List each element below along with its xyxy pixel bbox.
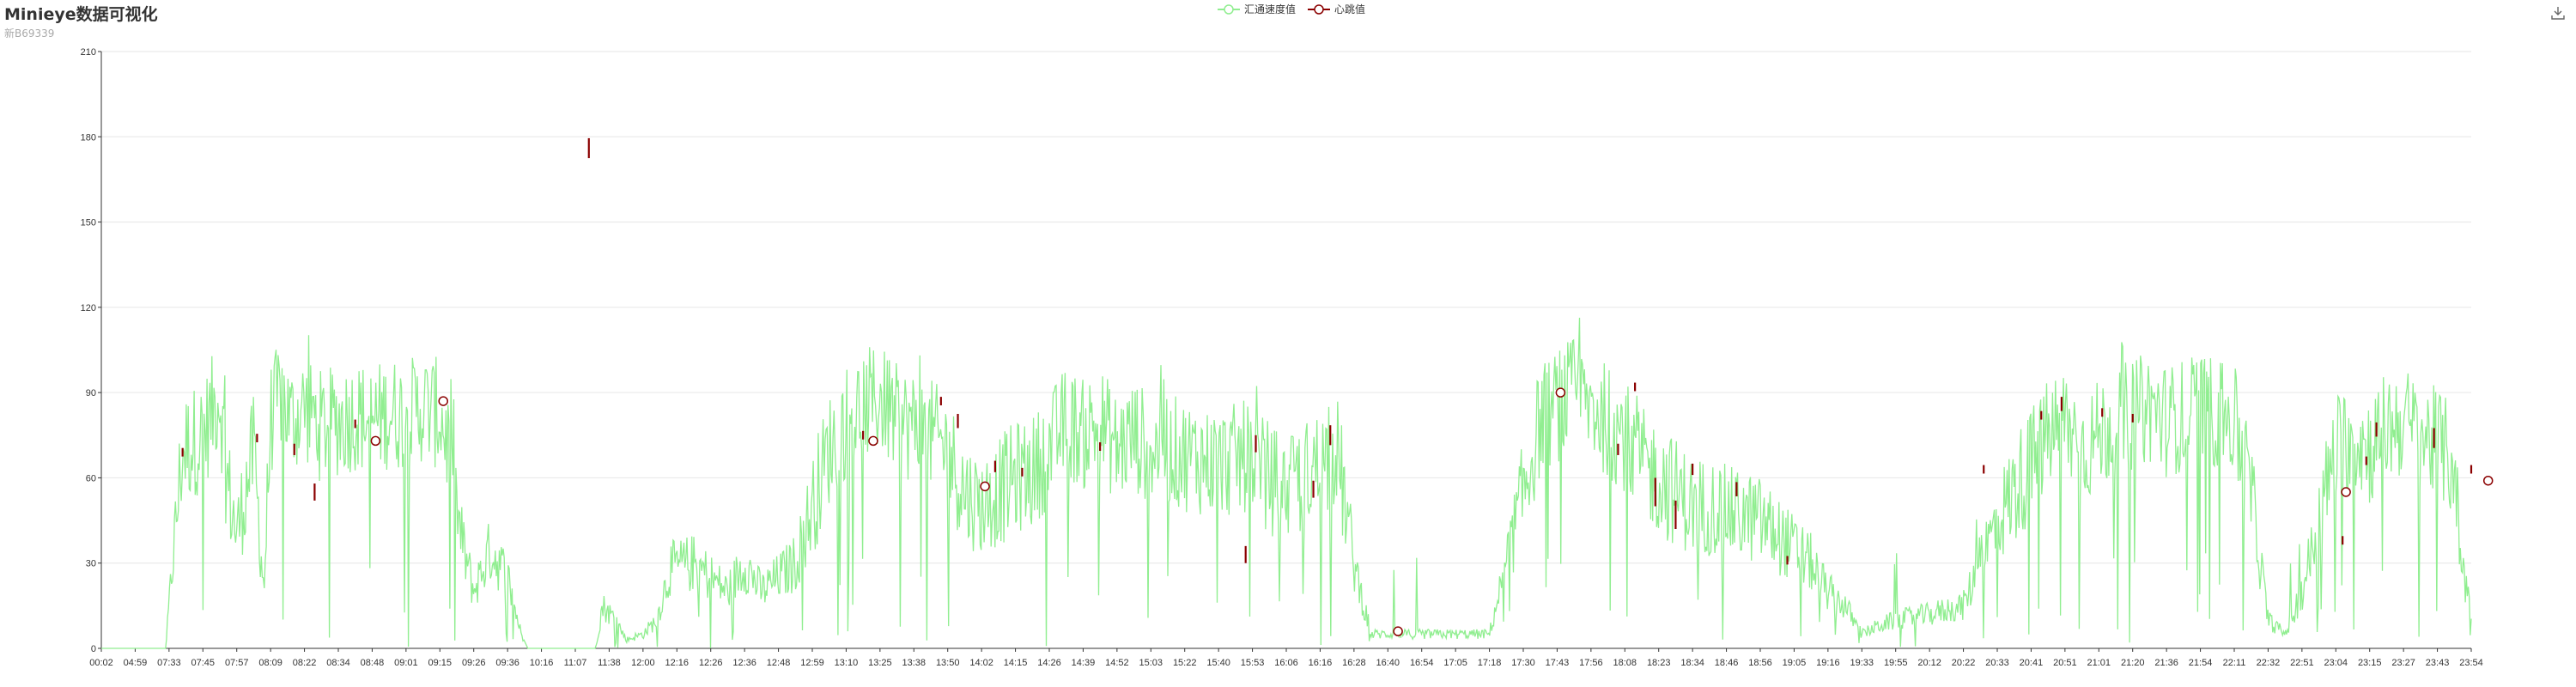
x-tick-label: 13:25	[868, 658, 892, 668]
x-tick-label: 21:36	[2154, 658, 2178, 668]
y-tick-label: 210	[81, 47, 96, 58]
y-tick-label: 30	[86, 559, 96, 569]
x-tick-label: 12:00	[631, 658, 655, 668]
x-tick-label: 19:05	[1783, 658, 1807, 668]
x-tick-label: 19:55	[1884, 658, 1908, 668]
x-tick-label: 11:38	[598, 658, 621, 668]
x-tick-label: 16:54	[1410, 658, 1434, 668]
heart-point	[1393, 626, 1403, 636]
x-tick-label: 13:10	[835, 658, 859, 668]
x-tick-label: 22:11	[2223, 658, 2246, 668]
x-tick-label: 09:26	[462, 658, 486, 668]
x-tick-label: 14:15	[1004, 658, 1028, 668]
x-tick-label: 12:48	[767, 658, 791, 668]
x-tick-label: 20:41	[2020, 658, 2044, 668]
x-tick-label: 22:32	[2257, 658, 2281, 668]
x-tick-label: 07:33	[157, 658, 181, 668]
x-tick-label: 20:33	[1985, 658, 2009, 668]
x-tick-label: 17:43	[1546, 658, 1570, 668]
x-tick-label: 09:15	[428, 658, 453, 668]
x-tick-label: 13:50	[936, 658, 960, 668]
x-tick-label: 00:02	[89, 658, 113, 668]
x-tick-label: 20:12	[1917, 658, 1941, 668]
x-tick-label: 12:16	[665, 658, 690, 668]
x-tick-label: 19:33	[1850, 658, 1874, 668]
x-tick-label: 12:59	[800, 658, 824, 668]
x-tick-label: 12:36	[732, 658, 756, 668]
x-tick-label: 09:01	[394, 658, 418, 668]
x-tick-label: 23:04	[2324, 658, 2348, 668]
x-tick-label: 17:05	[1443, 658, 1467, 668]
x-tick-label: 16:40	[1376, 658, 1400, 668]
y-tick-label: 0	[91, 644, 96, 654]
x-tick-label: 11:07	[564, 658, 587, 668]
x-tick-label: 18:46	[1715, 658, 1739, 668]
x-tick-label: 07:45	[191, 658, 216, 668]
x-tick-label: 14:02	[969, 658, 993, 668]
heart-point	[2482, 475, 2494, 486]
x-tick-label: 15:03	[1139, 658, 1163, 668]
speed-series-line	[101, 317, 2472, 649]
x-tick-label: 13:38	[902, 658, 927, 668]
x-tick-label: 17:30	[1511, 658, 1535, 668]
x-tick-label: 16:16	[1309, 658, 1333, 668]
x-tick-label: 23:15	[2358, 658, 2382, 668]
chart-legend: 汇通速度值 心跳值	[1218, 2, 1365, 16]
y-tick-label: 180	[81, 132, 96, 143]
x-tick-label: 14:26	[1037, 658, 1061, 668]
heart-point	[1555, 387, 1566, 398]
x-tick-label: 18:08	[1613, 658, 1637, 668]
x-tick-label: 04:59	[124, 658, 148, 668]
x-tick-label: 17:18	[1478, 658, 1502, 668]
x-tick-label: 18:56	[1748, 658, 1772, 668]
y-tick-label: 60	[86, 473, 96, 483]
x-tick-label: 09:36	[495, 658, 519, 668]
x-tick-label: 08:09	[258, 658, 283, 668]
x-tick-label: 17:56	[1579, 658, 1603, 668]
x-tick-label: 07:57	[225, 658, 249, 668]
x-tick-label: 21:54	[2189, 658, 2213, 668]
heart-point	[2341, 487, 2351, 497]
x-tick-label: 14:52	[1105, 658, 1129, 668]
x-tick-label: 20:51	[2053, 658, 2077, 668]
x-tick-label: 18:34	[1680, 658, 1704, 668]
heart-point	[370, 435, 381, 447]
x-tick-label: 21:01	[2087, 658, 2111, 668]
chart-subtitle: 新B69339	[4, 27, 55, 40]
y-tick-label: 150	[81, 218, 96, 228]
x-tick-label: 21:20	[2121, 658, 2145, 668]
legend-item-speed[interactable]: 汇通速度值	[1218, 2, 1296, 16]
heart-point	[980, 481, 990, 492]
x-tick-label: 08:48	[361, 658, 385, 668]
x-tick-label: 18:23	[1647, 658, 1671, 668]
x-tick-label: 16:28	[1342, 658, 1366, 668]
x-tick-label: 22:51	[2290, 658, 2314, 668]
chart-title: Minieye数据可视化	[4, 5, 158, 24]
x-tick-label: 08:22	[293, 658, 317, 668]
x-tick-label: 08:34	[326, 658, 350, 668]
x-tick-label: 23:54	[2459, 658, 2483, 668]
legend-speed-label: 汇通速度值	[1244, 3, 1297, 15]
legend-heart-marker-icon	[1308, 3, 1331, 15]
x-tick-label: 19:16	[1816, 658, 1840, 668]
x-tick-label: 23:27	[2391, 658, 2415, 668]
x-tick-label: 15:53	[1241, 658, 1265, 668]
y-tick-label: 90	[86, 388, 96, 398]
legend-heart-label: 心跳值	[1334, 3, 1366, 15]
x-tick-label: 16:06	[1274, 658, 1298, 668]
legend-item-heart[interactable]: 心跳值	[1308, 2, 1365, 16]
y-tick-label: 120	[81, 303, 96, 313]
x-tick-label: 15:40	[1206, 658, 1230, 668]
x-tick-label: 10:16	[530, 658, 554, 668]
download-icon[interactable]	[2550, 5, 2566, 21]
x-tick-label: 12:26	[699, 658, 723, 668]
x-tick-label: 15:22	[1173, 658, 1197, 668]
x-tick-label: 23:43	[2426, 658, 2450, 668]
legend-speed-marker-icon	[1218, 3, 1240, 15]
x-tick-label: 14:39	[1072, 658, 1096, 668]
x-tick-label: 20:22	[1952, 658, 1976, 668]
heart-point	[438, 396, 448, 406]
heart-point	[868, 435, 878, 447]
